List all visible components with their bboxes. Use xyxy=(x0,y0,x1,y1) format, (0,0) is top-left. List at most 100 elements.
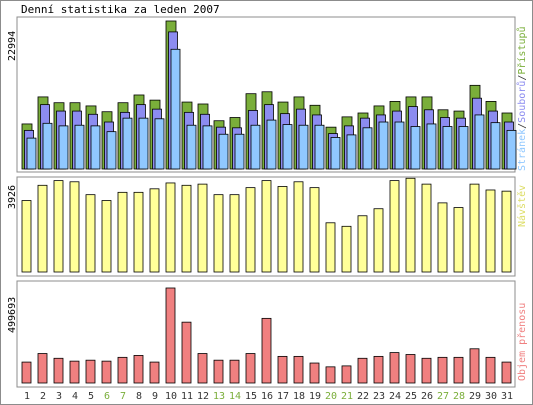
bar-pages-2 xyxy=(42,122,53,170)
bar-volume-23 xyxy=(373,355,384,384)
x-tick-label-11: 11 xyxy=(181,391,193,402)
x-tick-label-2: 2 xyxy=(40,391,46,402)
bar-volume-5 xyxy=(85,359,96,384)
x-tick-label-15: 15 xyxy=(245,391,257,402)
bar-visits-4 xyxy=(69,181,80,273)
bar-volume-22 xyxy=(357,357,368,384)
bar-volume-12 xyxy=(197,353,208,384)
x-tick-label-6: 6 xyxy=(104,391,110,402)
x-tick-label-24: 24 xyxy=(389,391,401,402)
bar-volume-14 xyxy=(229,359,240,384)
x-tick-label-31: 31 xyxy=(501,391,513,402)
bar-pages-4 xyxy=(74,124,85,170)
bar-visits-23 xyxy=(373,208,384,273)
bar-volume-20 xyxy=(325,366,336,384)
bar-volume-18 xyxy=(293,355,304,384)
bar-volume-6 xyxy=(101,360,112,384)
x-tick-label-8: 8 xyxy=(136,391,142,402)
bar-pages-18 xyxy=(298,124,309,170)
bar-pages-20 xyxy=(330,137,341,170)
x-tick-label-29: 29 xyxy=(469,391,481,402)
x-tick-label-21: 21 xyxy=(341,391,353,402)
x-tick-label-20: 20 xyxy=(325,391,337,402)
bar-volume-21 xyxy=(341,365,352,384)
bar-pages-11 xyxy=(186,124,197,170)
top-side-legend: Stránek/Souborů/Přístupů xyxy=(516,26,528,171)
bar-visits-3 xyxy=(53,180,64,273)
x-tick-label-27: 27 xyxy=(437,391,449,402)
bar-pages-30 xyxy=(490,122,501,170)
panel-middle-bars xyxy=(21,177,512,273)
bar-pages-1 xyxy=(26,137,37,170)
bar-pages-26 xyxy=(426,123,437,170)
bar-pages-27 xyxy=(442,126,453,170)
bar-volume-13 xyxy=(213,359,224,384)
bar-visits-24 xyxy=(389,180,400,273)
legend-pages: Stránek xyxy=(516,129,528,171)
bar-visits-31 xyxy=(501,190,512,273)
bar-visits-22 xyxy=(357,215,368,273)
bar-volume-10 xyxy=(165,287,176,384)
bar-pages-3 xyxy=(58,125,69,170)
bar-pages-17 xyxy=(282,124,293,170)
bar-volume-30 xyxy=(485,356,496,384)
bar-volume-9 xyxy=(149,361,160,384)
x-tick-label-18: 18 xyxy=(293,391,305,402)
bar-visits-20 xyxy=(325,222,336,273)
x-tick-label-4: 4 xyxy=(72,391,78,402)
x-tick-label-3: 3 xyxy=(56,391,62,402)
x-tick-label-16: 16 xyxy=(261,391,273,402)
bottom-side-legend: Objem přenosu xyxy=(516,303,528,381)
bar-visits-11 xyxy=(181,184,192,273)
bar-pages-10 xyxy=(170,48,181,170)
bar-volume-11 xyxy=(181,321,192,384)
legend-sep-2: / xyxy=(517,75,528,81)
bar-pages-12 xyxy=(202,125,213,170)
panel-top-bars xyxy=(21,20,517,170)
x-tick-label-17: 17 xyxy=(277,391,289,402)
bar-pages-16 xyxy=(266,119,277,170)
bar-pages-15 xyxy=(250,124,261,170)
bar-pages-7 xyxy=(122,117,133,170)
bar-visits-18 xyxy=(293,181,304,273)
bar-volume-3 xyxy=(53,357,64,384)
bar-pages-5 xyxy=(90,125,101,170)
bar-visits-19 xyxy=(309,187,320,273)
x-tick-label-19: 19 xyxy=(309,391,321,402)
bar-visits-5 xyxy=(85,194,96,273)
bar-visits-12 xyxy=(197,183,208,273)
bar-volume-2 xyxy=(37,353,48,384)
bar-pages-24 xyxy=(394,121,405,170)
bar-visits-2 xyxy=(37,184,48,273)
bar-volume-15 xyxy=(245,353,256,384)
bar-pages-29 xyxy=(474,114,485,170)
top-y-max-label: 22994 xyxy=(7,31,18,61)
bar-pages-25 xyxy=(410,126,421,170)
bar-visits-28 xyxy=(453,207,464,273)
x-tick-label-22: 22 xyxy=(357,391,369,402)
bar-volume-17 xyxy=(277,355,288,384)
x-tick-label-10: 10 xyxy=(165,391,177,402)
middle-y-max-label: 3926 xyxy=(7,185,18,209)
bar-visits-6 xyxy=(101,200,112,273)
bar-pages-13 xyxy=(218,133,229,170)
bar-visits-9 xyxy=(149,188,160,273)
x-tick-label-30: 30 xyxy=(485,391,497,402)
bar-visits-8 xyxy=(133,191,144,273)
bar-volume-26 xyxy=(421,357,432,384)
x-tick-label-9: 9 xyxy=(152,391,158,402)
bar-visits-29 xyxy=(469,183,480,273)
bar-volume-25 xyxy=(405,354,416,384)
bar-visits-27 xyxy=(437,202,448,273)
bar-volume-16 xyxy=(261,317,272,384)
bar-pages-8 xyxy=(138,117,149,170)
bar-volume-7 xyxy=(117,356,128,384)
bar-volume-31 xyxy=(501,361,512,384)
bar-pages-28 xyxy=(458,126,469,170)
panel-bottom-bars xyxy=(21,287,512,384)
bar-visits-1 xyxy=(21,200,32,273)
bar-visits-14 xyxy=(229,194,240,273)
x-tick-label-25: 25 xyxy=(405,391,417,402)
bar-volume-24 xyxy=(389,352,400,384)
